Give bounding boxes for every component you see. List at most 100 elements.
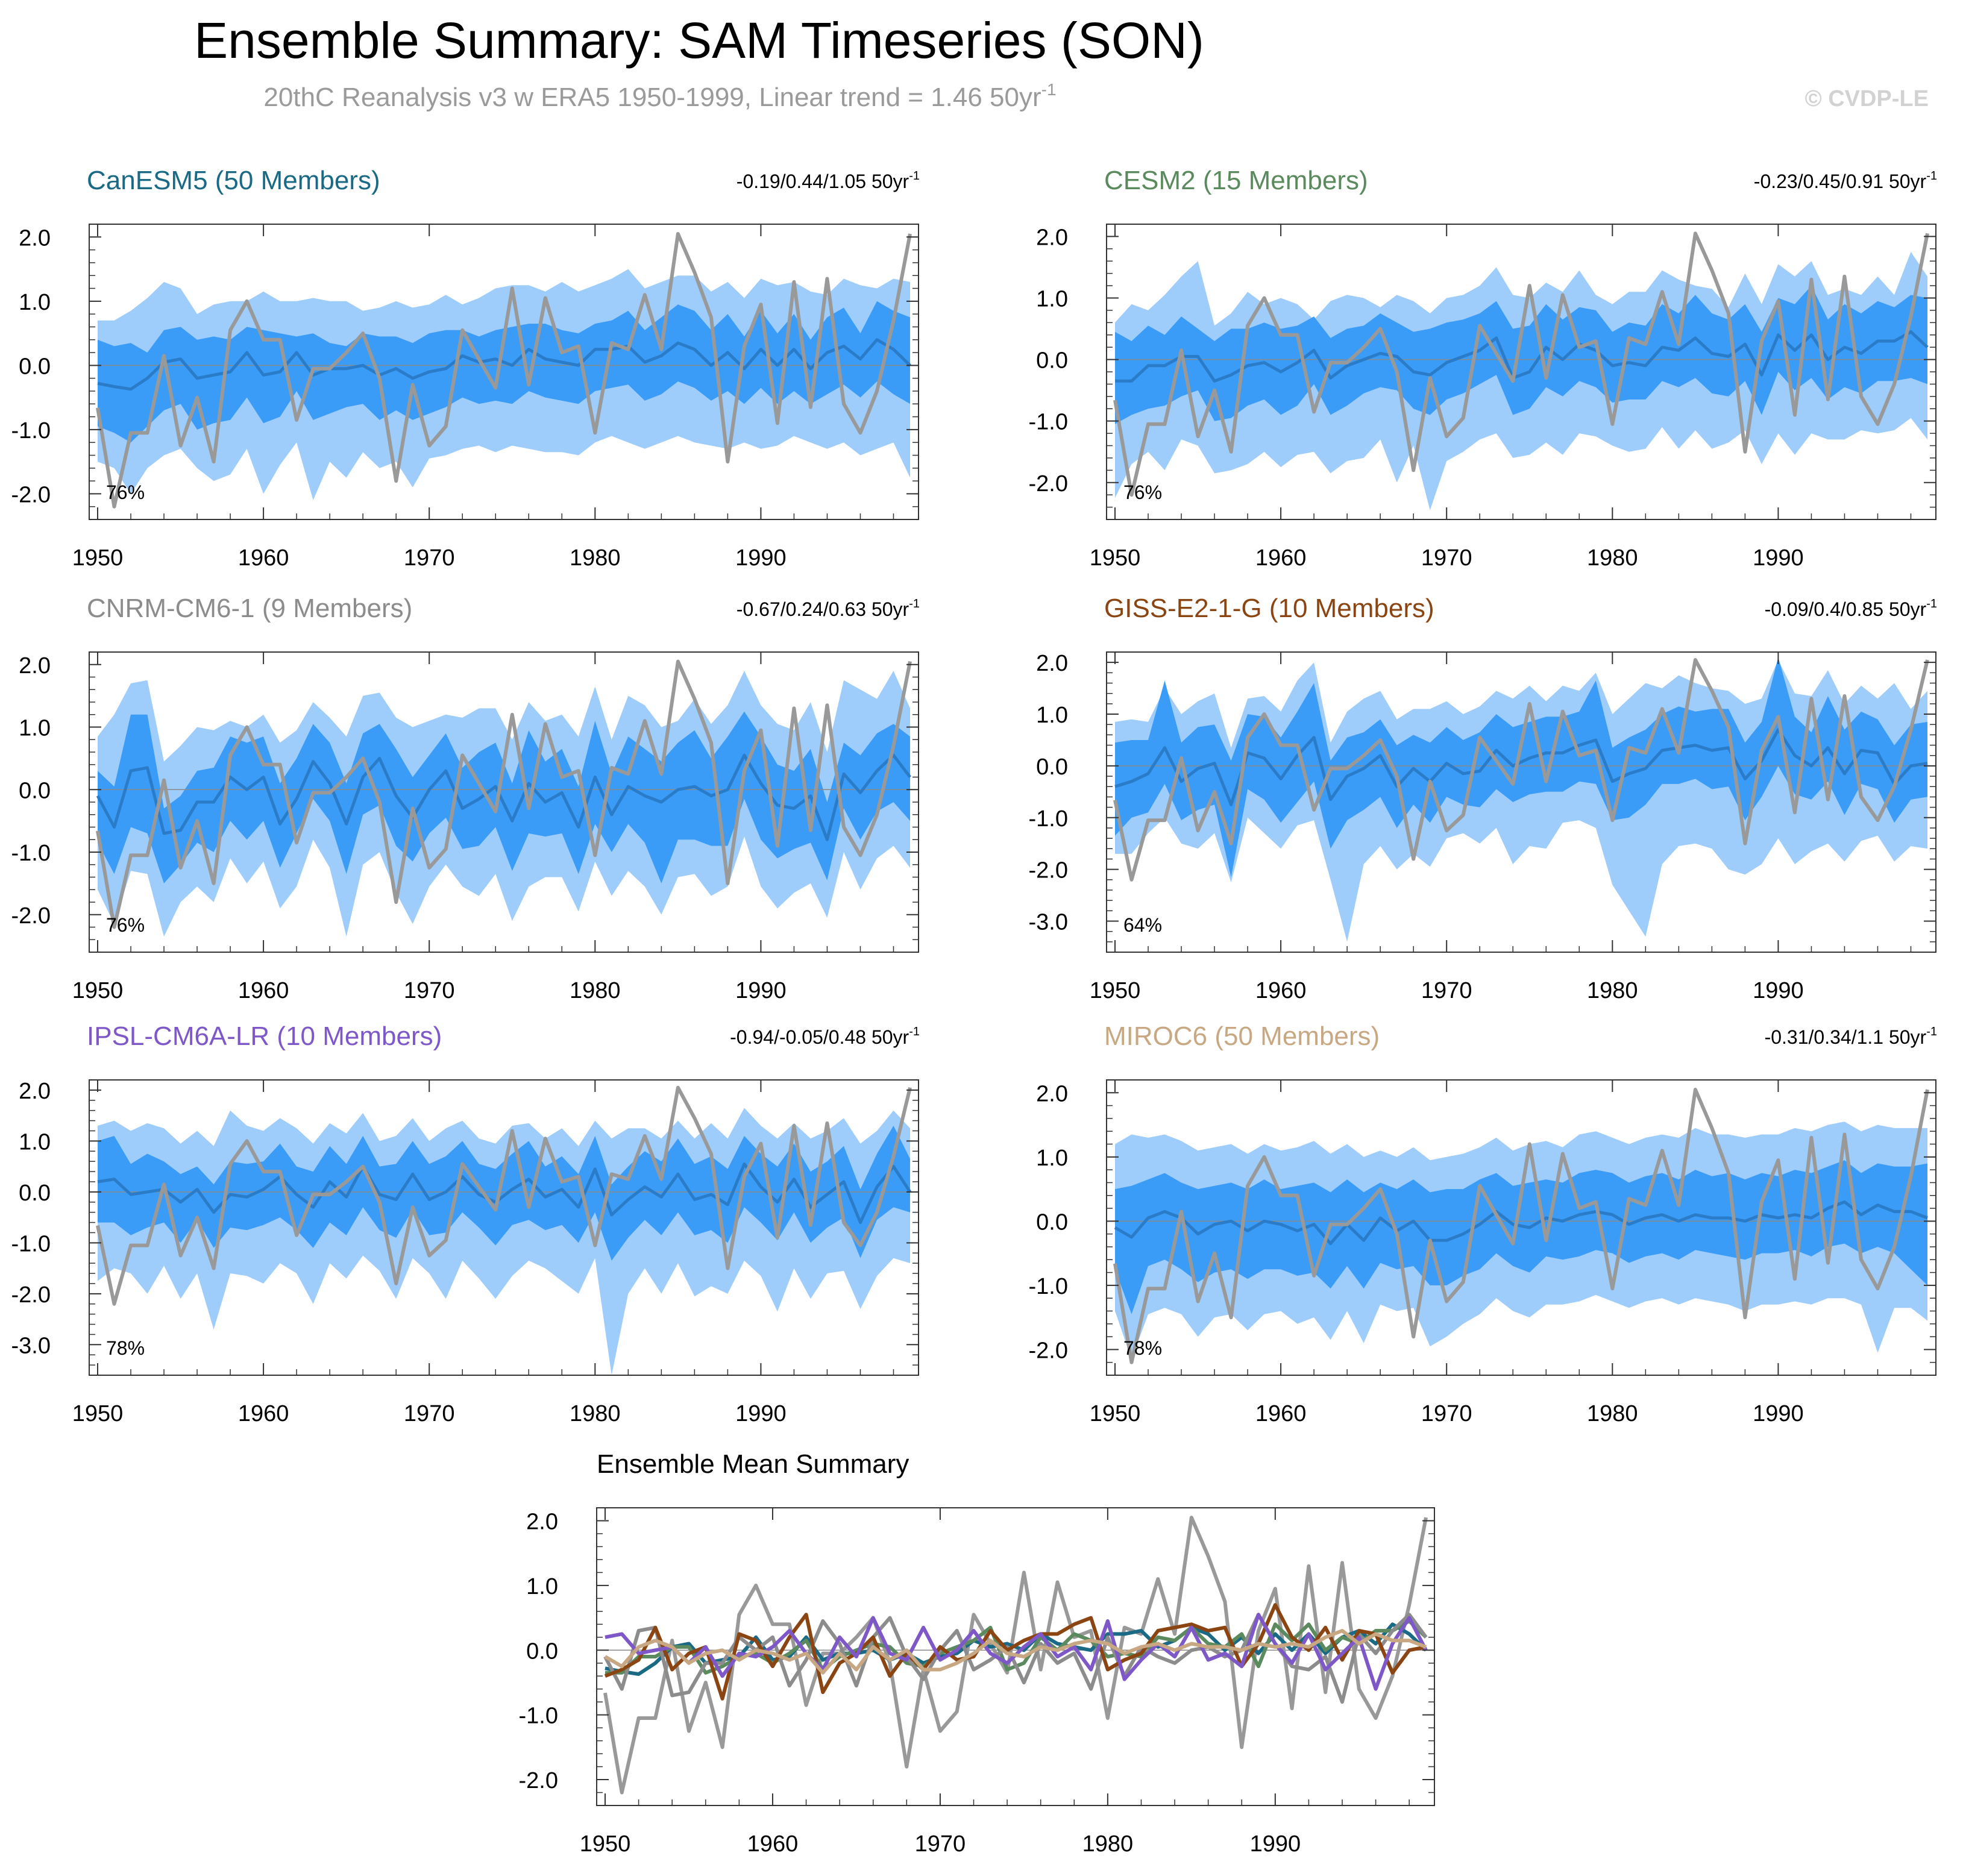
observed-line <box>96 1085 912 1306</box>
y-tick-label: -1.0 <box>1029 410 1068 435</box>
figure-subtitle: 20thC Reanalysis v3 w ERA5 1950-1999, Li… <box>263 80 1056 112</box>
plot-area <box>597 1516 1434 1795</box>
panel-title: Ensemble Mean Summary <box>597 1449 909 1479</box>
y-tick-label: 0.0 <box>19 354 51 379</box>
ensemble-mean-line <box>97 1162 912 1225</box>
plot-area <box>1107 657 1936 942</box>
trend-range-text: -0.09/0.4/0.85 50yr <box>1765 598 1927 620</box>
panels: 2.0 1.0 0.0 -1.0 -2.0 1950 1960 1970 1980 1990 Can… <box>11 166 1937 1857</box>
chart-panel-2: 2.0 1.0 0.0 -1.0 -2.0 1950 1960 1970 1980 1990 CES… <box>1029 166 1937 571</box>
y-tick-label: 0.0 <box>19 1181 51 1206</box>
panel-title: IPSL-CM6A-LR (10 Members) <box>87 1021 442 1051</box>
x-tick-label: 1960 <box>238 545 289 571</box>
trend-range-label: -0.94/-0.05/0.48 50yr-1 <box>730 1025 920 1048</box>
ensemble-25-75-band <box>1115 1160 1927 1314</box>
percent-within-spread-label: 76% <box>106 914 145 936</box>
y-tick-label: -2.0 <box>519 1768 558 1793</box>
x-tick-label: 1990 <box>735 1401 787 1426</box>
x-tick-label: 1990 <box>1753 978 1804 1003</box>
x-tick-label: 1990 <box>1250 1831 1301 1857</box>
y-tick-label: -2.0 <box>1029 858 1068 883</box>
x-tick-label: 1960 <box>1255 545 1307 571</box>
chart-panel-4: 2.0 1.0 0.0 -1.0 -2.0 -3.0 1950 1960 1970 1980 199… <box>1029 594 1937 1003</box>
y-tick-label: -2.0 <box>11 482 51 507</box>
x-tick-label: 1970 <box>1421 978 1472 1003</box>
x-tick-label: 1990 <box>1753 545 1804 571</box>
x-tick-label: 1980 <box>1587 545 1638 571</box>
trend-range-label: -0.09/0.4/0.85 50yr-1 <box>1765 597 1937 620</box>
percent-within-spread-label: 64% <box>1123 914 1162 936</box>
x-tick-label: 1980 <box>1587 1401 1638 1426</box>
y-tick-label: 2.0 <box>19 1079 51 1104</box>
ensemble-mean-line <box>97 338 911 391</box>
x-tick-label: 1970 <box>915 1831 966 1857</box>
chart-panel-5: 2.0 1.0 0.0 -1.0 -2.0 -3.0 1950 1960 1970 1980 199… <box>11 1021 920 1426</box>
observed-line <box>1113 231 1929 497</box>
percent-within-spread-label: 76% <box>106 482 145 503</box>
plot-area <box>89 1085 919 1375</box>
trend-range-sup: -1 <box>909 597 920 610</box>
panel-title: CESM2 (15 Members) <box>1104 166 1368 195</box>
trend-range-text: -0.67/0.24/0.63 50yr <box>737 598 909 620</box>
y-tick-label: 2.0 <box>1036 1081 1068 1106</box>
x-tick-label: 1970 <box>1421 545 1472 571</box>
ensemble-mean-line <box>1115 330 1929 383</box>
y-tick-label: 1.0 <box>526 1574 558 1599</box>
y-tick-label: 1.0 <box>19 290 51 315</box>
ensemble-25-75-band <box>98 301 910 443</box>
y-tick-label: 2.0 <box>19 653 51 679</box>
chart-panel-6: 2.0 1.0 0.0 -1.0 -2.0 1950 1960 1970 1980 1990 MIR… <box>1029 1021 1937 1426</box>
trend-range-label: -0.31/0.34/1.1 50yr-1 <box>1765 1025 1937 1048</box>
ensemble-25-75-band <box>98 711 910 883</box>
x-tick-label: 1950 <box>72 545 124 571</box>
y-tick-label: 1.0 <box>19 716 51 741</box>
trend-range-text: -0.94/-0.05/0.48 50yr <box>730 1026 909 1048</box>
y-tick-label: 0.0 <box>1036 1209 1068 1235</box>
y-tick-label: -3.0 <box>1029 909 1068 935</box>
chart-panel-3: 2.0 1.0 0.0 -1.0 -2.0 1950 1960 1970 1980 1990 CNR… <box>11 594 920 1003</box>
x-tick-label: 1970 <box>404 545 455 571</box>
trend-range-text: -0.23/0.45/0.91 50yr <box>1754 171 1927 192</box>
x-tick-label: 1970 <box>1421 1401 1472 1426</box>
plot-area <box>1107 1088 1936 1364</box>
figure-title: Ensemble Summary: SAM Timeseries (SON) <box>194 12 1204 69</box>
subtitle-superscript: -1 <box>1041 80 1057 99</box>
y-tick-label: -1.0 <box>1029 1274 1068 1299</box>
x-tick-label: 1980 <box>570 1401 621 1426</box>
series-miroc6-line <box>604 1629 1427 1675</box>
panel-title: MIROC6 (50 Members) <box>1104 1021 1380 1051</box>
y-tick-label: -2.0 <box>11 903 51 929</box>
x-tick-label: 1960 <box>238 978 289 1003</box>
x-tick-label: 1970 <box>404 1401 455 1426</box>
x-tick-label: 1980 <box>1082 1831 1134 1857</box>
x-tick-label: 1950 <box>72 1401 124 1426</box>
y-tick-label: 2.0 <box>1036 225 1068 250</box>
x-tick-label: 1990 <box>735 545 787 571</box>
x-tick-label: 1980 <box>1587 978 1638 1003</box>
trend-range-text: -0.31/0.34/1.1 50yr <box>1765 1026 1927 1048</box>
observed-line <box>96 659 912 929</box>
trend-range-label: -0.23/0.45/0.91 50yr-1 <box>1754 169 1937 192</box>
x-tick-label: 1960 <box>747 1831 799 1857</box>
chart-panel-7: 2.0 1.0 0.0 -1.0 -2.0 1950 1960 1970 1980 1990 Ens… <box>519 1449 1435 1857</box>
y-tick-label: 2.0 <box>1036 651 1068 676</box>
ensemble-25-75-band <box>1115 286 1927 424</box>
plot-area <box>1107 231 1936 510</box>
y-tick-label: 2.0 <box>526 1509 558 1534</box>
x-tick-label: 1980 <box>570 545 621 571</box>
y-tick-label: 1.0 <box>1036 1146 1068 1171</box>
trend-range-label: -0.19/0.44/1.05 50yr-1 <box>737 169 920 192</box>
x-tick-label: 1970 <box>404 978 455 1003</box>
y-tick-label: 1.0 <box>1036 287 1068 312</box>
y-tick-label: 0.0 <box>1036 754 1068 780</box>
trend-range-sup: -1 <box>909 1025 920 1038</box>
trend-range-sup: -1 <box>1926 169 1937 183</box>
panel-title: CanESM5 (50 Members) <box>87 166 380 195</box>
x-tick-label: 1990 <box>735 978 787 1003</box>
y-tick-label: -2.0 <box>11 1282 51 1308</box>
trend-range-text: -0.19/0.44/1.05 50yr <box>737 171 909 192</box>
x-tick-label: 1950 <box>72 978 124 1003</box>
plot-area <box>89 659 919 937</box>
y-tick-label: -1.0 <box>11 841 51 866</box>
